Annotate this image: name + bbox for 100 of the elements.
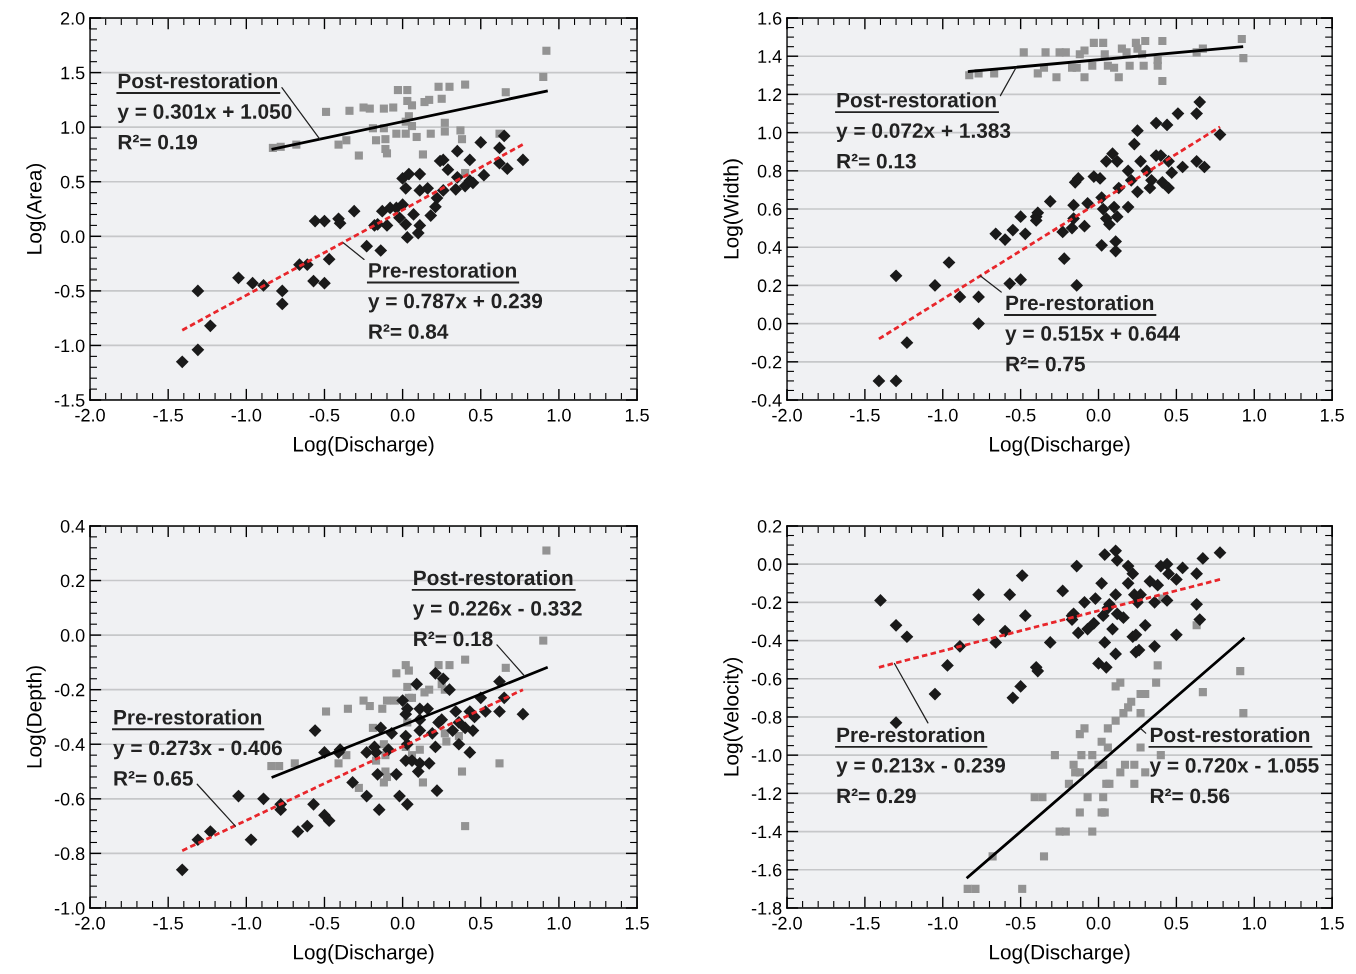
point [1100,50,1109,59]
point [1130,760,1139,769]
x-tick-label: -0.5 [309,916,340,930]
point [1158,36,1167,45]
y-tick-label: 1.2 [758,88,782,101]
point [1239,54,1248,63]
y-tick-label: -0.2 [54,683,85,697]
annotation: Pre-restoration y = 0.273x - 0.406 R²= 0.65 [113,709,282,786]
y-tick-label: -1.6 [751,863,782,877]
x-tick-label: -2.0 [75,916,105,930]
x-tick-label: 0.0 [1086,916,1111,930]
y-tick-label: 0.4 [60,519,85,533]
annotation: Pre-restoration y = 0.787x + 0.239 R²= 0.84 [368,262,543,339]
y-tick-label: -0.4 [751,393,782,407]
y-tick-label: -1.0 [751,749,782,762]
y-tick-label: -1.0 [54,901,85,915]
x-tick-label: -2.0 [772,916,802,930]
y-tick-label: 1.0 [758,126,782,140]
annotation: Post-restoration y = 0.720x - 1.055 R²= 0.56 [1149,726,1319,804]
point [372,136,381,145]
point [461,822,470,831]
y-tick-label: 0.2 [757,279,782,293]
point [1153,61,1162,70]
annotation: Post-restoration y = 0.072x + 1.383 R²= 0.13 [836,92,1011,169]
y-tick-label: -0.6 [751,672,782,686]
point [379,104,388,113]
point [392,129,401,138]
point [1116,768,1125,777]
point [403,682,412,691]
x-tick-label: 0.0 [390,916,415,930]
point [425,685,434,694]
point [426,129,435,138]
point [359,696,368,705]
x-tick-label: 0.0 [390,408,415,422]
point [1061,48,1070,57]
point [382,696,392,705]
point [1239,709,1248,718]
y-tick-label: -0.6 [54,792,85,806]
x-tick-label: -1.5 [850,916,880,930]
point [1120,760,1130,769]
x-tick-label: 1.5 [1320,916,1344,930]
point [495,759,504,768]
y-tick-label: 0.0 [757,558,782,571]
x-tick-label: -1.5 [153,916,183,930]
point [434,82,443,91]
point [381,135,390,144]
point [440,118,449,127]
point [539,636,548,645]
point [1130,779,1139,788]
point [461,80,470,89]
point [442,737,451,746]
point [1156,751,1165,760]
point [401,129,410,138]
point [1136,709,1145,718]
point [445,661,454,670]
x-tick-label: 1.0 [1243,916,1267,930]
point [1116,678,1125,687]
y-tick-label: 2.0 [60,11,85,25]
point [407,693,417,702]
point [321,707,331,716]
point [1236,667,1245,676]
point [404,666,413,675]
point [1152,678,1161,687]
point [1237,34,1246,44]
point [1103,743,1112,752]
point [1088,751,1097,760]
point [321,107,331,116]
point [434,661,443,670]
point [1103,724,1112,733]
y-tick-label: -0.8 [751,710,782,724]
point [1038,793,1047,802]
y-tick-label: 1.0 [61,121,85,134]
point [1088,61,1097,70]
y-tick-label: 0.4 [757,241,782,254]
point [542,546,551,555]
point [1088,827,1097,836]
point [275,762,284,771]
point [407,101,417,110]
x-tick-label: -1.0 [231,916,262,930]
y-tick-label: 0.8 [757,164,782,178]
y-tick-label: 0.0 [757,317,782,331]
y-tick-label: 0.2 [60,574,85,588]
y-tick-label: -1.2 [751,787,782,800]
point [354,151,363,160]
point [1041,48,1050,57]
x-tick-label: -1.5 [850,409,880,422]
x-tick-label: 1.5 [625,409,649,422]
y-tick-label: 0.6 [757,202,782,216]
x-tick-label: 1.5 [625,916,649,930]
point [1018,884,1027,893]
point [389,103,398,112]
point [1083,793,1092,802]
y-axis-title: Log(Velocity) [723,658,743,776]
x-tick-label: 1.5 [1320,409,1344,422]
x-tick-label: 1.0 [1243,408,1267,422]
point [456,126,465,135]
y-tick-label: -0.5 [54,284,85,298]
annotation: Post-restoration y = 0.301x + 1.050 R²= 0.19 [117,73,292,150]
point [1099,38,1108,47]
point [457,767,467,776]
